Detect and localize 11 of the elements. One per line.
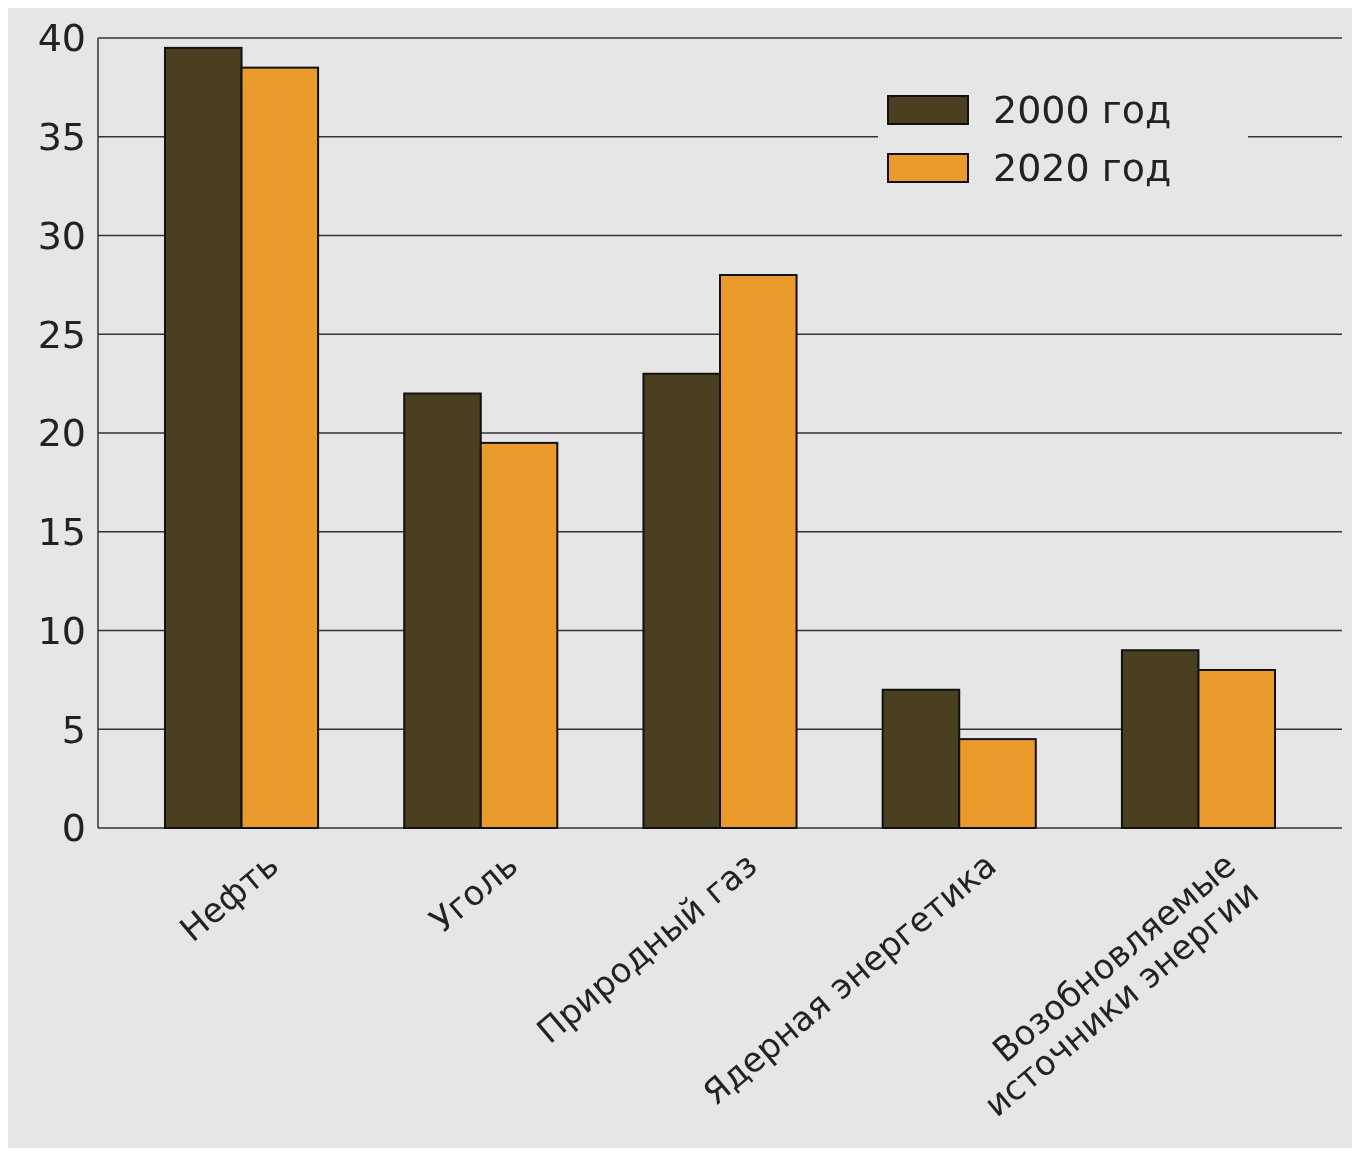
y-tick-label: 15 [37,510,86,555]
legend-label: 2020 год [993,146,1172,191]
y-tick-label: 35 [37,115,86,160]
legend-label: 2000 год [993,88,1172,133]
y-tick-label: 0 [61,806,86,851]
y-tick-label: 25 [37,312,86,357]
y-tick-label: 40 [37,16,86,61]
y-tick-label: 10 [37,608,86,653]
y-tick-label: 5 [61,707,86,752]
y-tick-label: 20 [37,411,86,456]
y-tick-label: 30 [37,213,86,258]
